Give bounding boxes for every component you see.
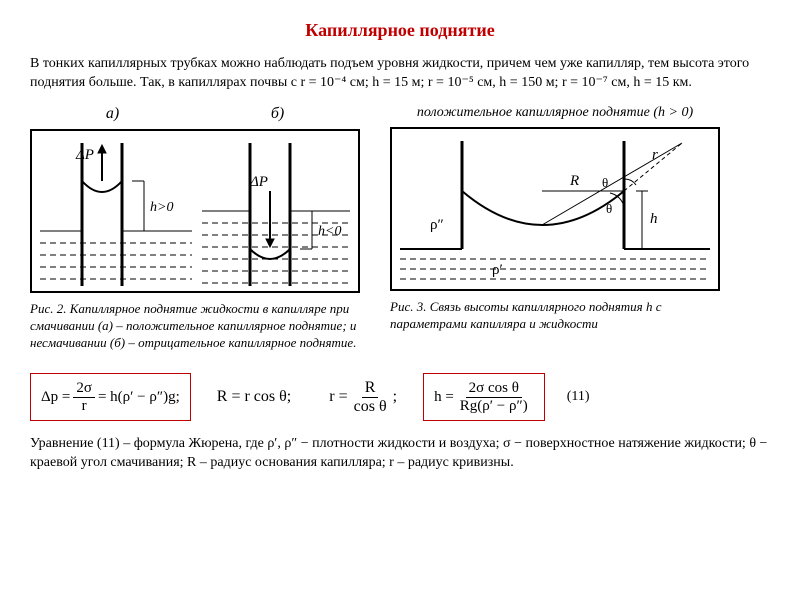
hpos-label: h>0 [150, 200, 173, 215]
h-label: h [650, 211, 658, 227]
R-label: R [569, 173, 579, 189]
figure-3: положительное капиллярное поднятие (h > … [390, 105, 720, 333]
formula-3: r = R cos θ ; [329, 379, 397, 415]
page-title: Капиллярное поднятие [30, 20, 770, 41]
diagram-2-svg: ΔP h>0 [32, 131, 358, 291]
figure-2: а) б) [30, 105, 360, 352]
fig3-title: положительное капиллярное поднятие (h > … [390, 105, 720, 121]
formula-1: Δp = 2σ r = h(ρ′ − ρ″)g; [30, 373, 191, 421]
sub-labels: а) б) [30, 105, 360, 123]
formula-2: R = r cos θ; [217, 388, 291, 406]
equation-number: (11) [567, 389, 590, 405]
caption-3: Рис. 3. Связь высоты капиллярного поднят… [390, 299, 720, 333]
dp-label-a: ΔP [75, 147, 94, 163]
f4-lhs: h = [434, 389, 454, 406]
r-label: r [652, 147, 658, 163]
footer-text: Уравнение (11) – формула Жюрена, где ρ′,… [30, 435, 770, 473]
theta-label-1: θ [602, 175, 608, 190]
diagram-3-svg: R r θ θ h ρ″ ρ′ [392, 129, 718, 289]
label-b: б) [195, 105, 360, 123]
figures-row: а) б) [30, 105, 770, 352]
diagram-2: ΔP h>0 [30, 129, 360, 293]
f1-lhs: Δp = [41, 389, 70, 406]
caption-2: Рис. 2. Капиллярное поднятие жидкости в … [30, 301, 360, 352]
formulas-row: Δp = 2σ r = h(ρ′ − ρ″)g; R = r cos θ; r … [30, 373, 770, 421]
label-a: а) [30, 105, 195, 123]
diagram-3: R r θ θ h ρ″ ρ′ [390, 127, 720, 291]
hneg-label: h<0 [318, 224, 341, 239]
theta-label-2: θ [606, 201, 612, 216]
f1-frac: 2σ r [73, 380, 95, 414]
formula-4: h = 2σ cos θ Rg(ρ′ − ρ″) [423, 373, 545, 421]
f1-mid: = h(ρ′ − ρ″)g; [98, 389, 180, 406]
rho2-label: ρ″ [430, 217, 444, 233]
intro-text: В тонких капиллярных трубках можно наблю… [30, 55, 770, 93]
f4-frac: 2σ cos θ Rg(ρ′ − ρ″) [457, 380, 531, 414]
dp-label-b: ΔP [249, 174, 268, 190]
rho1-label: ρ′ [492, 262, 503, 278]
